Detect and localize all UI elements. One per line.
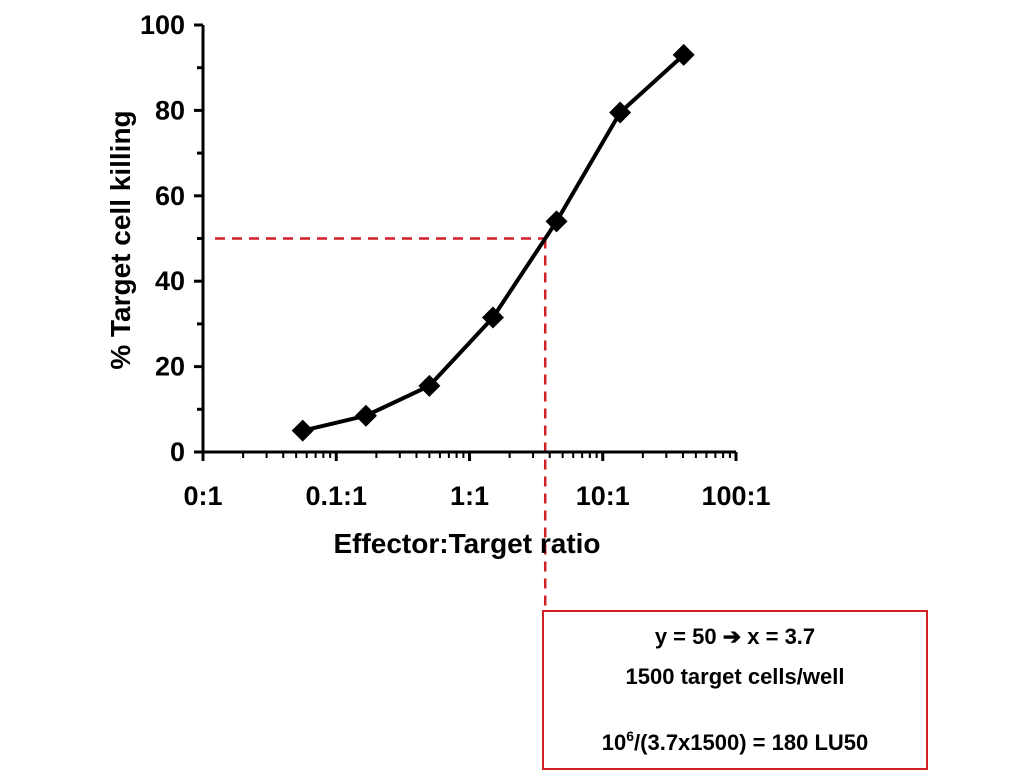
annotation-exponent: 6	[626, 728, 635, 744]
y-tick-label: 20	[155, 352, 185, 382]
x-axis-title: Effector:Target ratio	[333, 528, 600, 559]
x-tick-label: 10:1	[576, 481, 630, 511]
annotation-base: 10	[601, 730, 627, 755]
y-tick-label: 0	[170, 437, 185, 467]
x-tick-label: 0:1	[183, 481, 222, 511]
data-series	[291, 43, 695, 442]
data-point-diamond	[609, 101, 632, 124]
data-point-diamond	[545, 210, 568, 233]
y-tick-label: 40	[155, 266, 185, 296]
y-tick-label: 100	[140, 10, 185, 40]
y-tick-label: 60	[155, 181, 185, 211]
y-tick-label: 80	[155, 95, 185, 125]
x-tick-label: 100:1	[701, 481, 770, 511]
x-tick-label: 1:1	[450, 481, 489, 511]
y-axis-title: % Target cell killing	[105, 110, 136, 369]
x-tick-label: 0.1:1	[305, 481, 367, 511]
data-point-diamond	[481, 306, 504, 329]
data-point-diamond	[672, 43, 695, 66]
result-annotation-box: y = 50 ➔ x = 3.7 1500 target cells/well …	[542, 610, 928, 770]
annotation-line-3: 106/(3.7x1500) = 180 LU50	[544, 728, 926, 756]
data-point-diamond	[418, 374, 441, 397]
annotation-formula: /(3.7x1500) = 180 LU50	[634, 730, 869, 755]
data-point-diamond	[354, 404, 377, 427]
axes: 0 20 40 60 80 100 0:1 0.1:1 1:1 10:1 100:1	[140, 10, 771, 511]
reference-lines	[215, 237, 547, 610]
annotation-line-2: 1500 target cells/well	[625, 664, 845, 689]
annotation-line-1: y = 50 ➔ x = 3.7	[654, 624, 816, 649]
data-point-diamond	[291, 419, 314, 442]
